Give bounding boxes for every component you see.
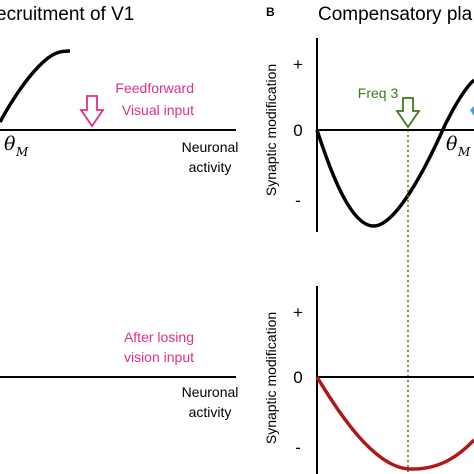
- bottom-tick-zero: 0: [293, 368, 302, 387]
- panel-b-bottom-ylabel: Synaptic modification: [263, 312, 279, 444]
- panel-a-bottom-xlabel-line2: activity: [189, 404, 232, 420]
- panel-b-top-ylabel: Synaptic modification: [263, 64, 279, 196]
- panel-b-theta-m-label: θ M: [446, 133, 471, 159]
- panel-b-bottom-curve: [315, 376, 474, 471]
- panel-a-theta-m-label: θ M: [4, 133, 29, 159]
- freq-3-arrow-icon: [395, 97, 421, 129]
- bottom-tick-minus: -: [295, 438, 301, 457]
- top-tick-minus: -: [295, 191, 301, 210]
- freq-3-label: Freq 3: [358, 85, 399, 101]
- panel-a: ecruitment of V1 θ M Feedforward Visual …: [0, 4, 238, 420]
- panel-b-letter: B: [266, 5, 275, 19]
- panel-b-theta-subscript: M: [457, 145, 471, 159]
- feedforward-label-line1: Feedforward: [115, 80, 194, 96]
- feedforward-label-line2: Visual input: [122, 102, 194, 118]
- panel-a-title: ecruitment of V1: [0, 4, 134, 25]
- panel-b-title: Compensatory pla: [318, 4, 473, 25]
- bottom-tick-plus: +: [293, 303, 303, 322]
- top-tick-zero: 0: [293, 121, 302, 140]
- after-losing-label-line2: vision input: [124, 349, 194, 365]
- panel-a-top-xlabel-line2: activity: [189, 159, 232, 175]
- top-tick-plus: +: [293, 55, 303, 74]
- cyan-arrow-fragment: [470, 106, 474, 116]
- panel-a-top-xlabel-line1: Neuronal: [182, 139, 239, 155]
- panel-a-top-curve: [0, 49, 71, 123]
- panel-b-top-curve: [315, 78, 474, 228]
- panel-b: B Compensatory pla Synaptic modification…: [263, 4, 474, 474]
- after-losing-label-line1: After losing: [124, 329, 194, 345]
- panel-a-theta-subscript: M: [15, 145, 29, 159]
- panel-a-theta-symbol: θ: [4, 133, 16, 155]
- feedforward-arrow-icon: [79, 95, 105, 128]
- panel-a-bottom-xlabel-line1: Neuronal: [182, 384, 239, 400]
- panel-b-theta-symbol: θ: [446, 133, 458, 155]
